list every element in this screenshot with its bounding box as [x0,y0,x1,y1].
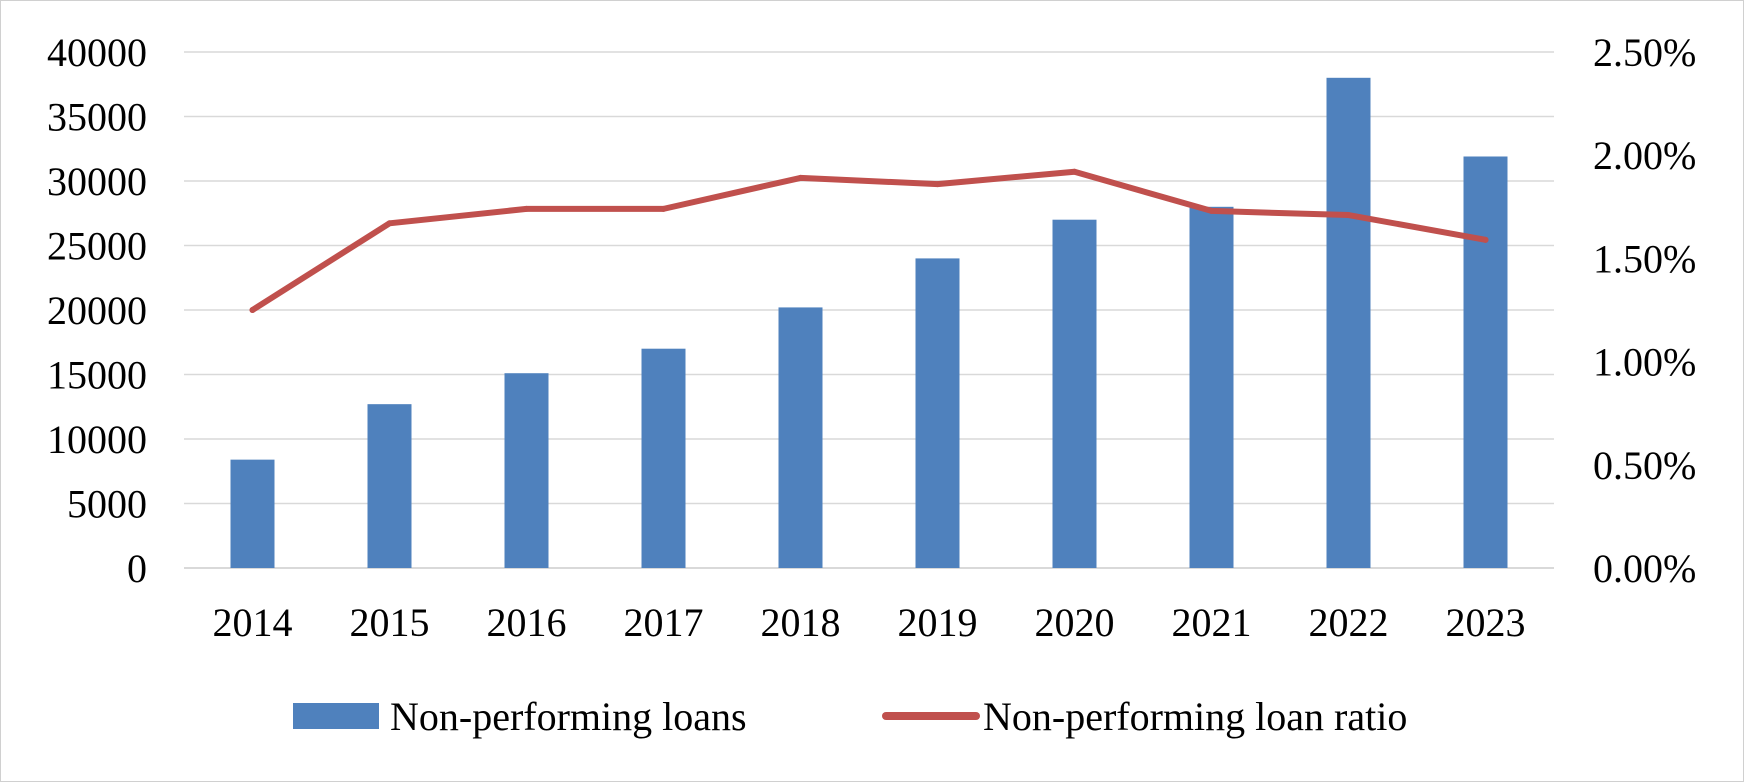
ratio-point-2020 [1071,168,1078,175]
left-tick-label: 35000 [47,95,147,140]
ratio-point-2015 [386,220,393,227]
x-tick-label: 2014 [213,600,293,645]
left-tick-label: 25000 [47,224,147,269]
bar-2019 [915,258,960,568]
left-tick-label: 20000 [47,288,147,333]
ratio-point-2023 [1482,236,1489,243]
ratio-point-2016 [523,205,530,212]
x-tick-label: 2019 [898,600,978,645]
bar-2014 [230,459,275,568]
left-tick-label: 0 [127,546,147,591]
ratio-point-2019 [934,181,941,188]
ratio-line [249,168,1489,313]
x-tick-label: 2020 [1035,600,1115,645]
x-tick-label: 2015 [350,600,430,645]
ratio-point-2018 [797,174,804,181]
ratio-point-2017 [660,205,667,212]
x-tick-label: 2017 [624,600,704,645]
left-tick-label: 10000 [47,417,147,462]
ratio-point-2021 [1208,207,1215,214]
bar-2021 [1189,206,1234,569]
right-tick-label: 0.50% [1593,443,1696,488]
legend-label-line: Non-performing loan ratio [983,694,1407,739]
bar-2018 [778,307,823,568]
ratio-point-2014 [249,307,256,313]
right-axis-ticks: 0.00% 0.50% 1.00% 1.50% 2.00% 2.50% [1593,30,1696,591]
left-tick-label: 40000 [47,30,147,75]
bar-2020 [1052,219,1097,568]
bar-2023 [1463,156,1508,569]
legend-swatch-bars [293,703,379,729]
bar-2015 [367,404,412,568]
x-axis-ticks: 2014 2015 2016 2017 2018 2019 2020 2021 2022 2023 [213,600,1526,645]
legend-label-bars: Non-performing loans [390,694,747,739]
left-tick-label: 15000 [47,353,147,398]
left-axis-ticks: 0 5000 10000 15000 20000 25000 30000 35000 40000 [47,30,147,591]
left-tick-label: 30000 [47,159,147,204]
left-tick-label: 5000 [67,482,147,527]
x-tick-label: 2018 [761,600,841,645]
x-tick-label: 2016 [487,600,567,645]
right-tick-label: 1.00% [1593,340,1696,385]
x-tick-label: 2022 [1309,600,1389,645]
right-tick-label: 2.50% [1593,30,1696,75]
x-tick-label: 2021 [1172,600,1252,645]
bar-2022 [1326,77,1371,569]
right-tick-label: 1.50% [1593,236,1696,281]
bar-2017 [641,348,686,568]
right-tick-label: 0.00% [1593,546,1696,591]
legend: Non-performing loans Non-performing loan… [293,694,1407,739]
ratio-point-2022 [1345,212,1352,219]
line-series [249,168,1489,313]
bar-2016 [504,373,549,568]
right-tick-label: 2.00% [1593,133,1696,178]
x-tick-label: 2023 [1446,600,1526,645]
gridlines [184,51,1554,569]
bar-series [230,77,1508,569]
